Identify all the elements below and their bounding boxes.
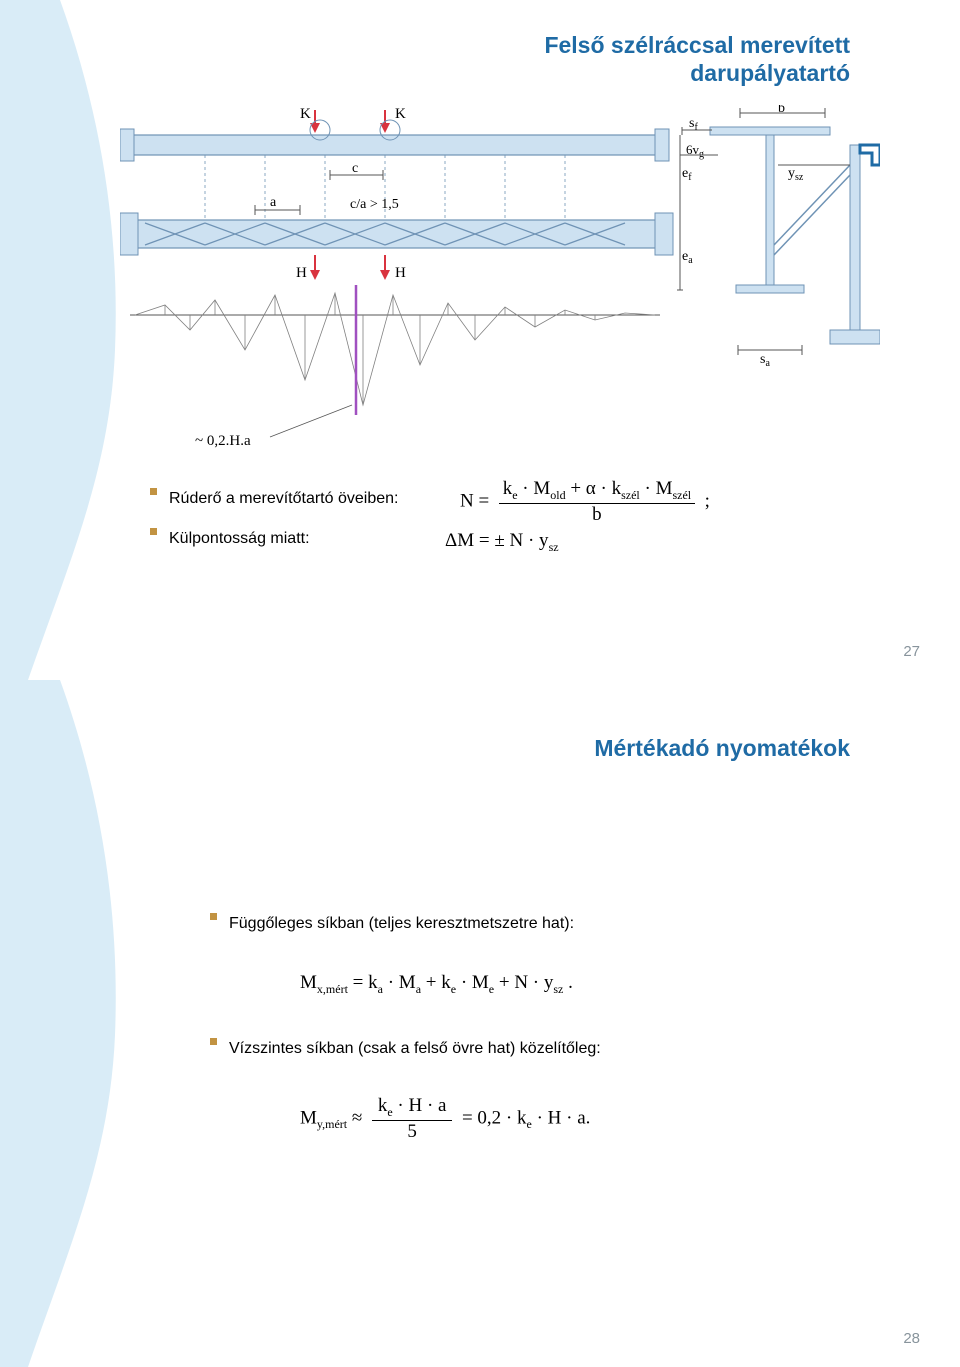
- bg-wave-icon: [0, 680, 150, 1367]
- slide1-bullet-1: Rúderő a merevítőtartó öveiben:: [150, 490, 398, 508]
- page-number-27: 27: [903, 643, 920, 660]
- slide2-bullet2-text: Vízszintes síkban (csak a felső övre hat…: [229, 1040, 601, 1058]
- svg-text:b: b: [778, 105, 785, 116]
- slide1-bullet-2: Külpontosság miatt:: [150, 530, 310, 548]
- slide-1: Felső szélráccsal merevített darupályata…: [0, 0, 960, 680]
- svg-text:H: H: [296, 265, 307, 281]
- formula-Mx: Mx,mért = ka · Ma + ke · Me + N · ysz .: [300, 972, 573, 997]
- page-number-28: 28: [903, 1330, 920, 1347]
- slide2-title: Mértékadó nyomatékok: [594, 735, 850, 762]
- svg-text:c: c: [352, 161, 358, 176]
- slide2-bullet-2: Vízszintes síkban (csak a felső övre hat…: [210, 1040, 601, 1058]
- slide2-bullet-1: Függőleges síkban (teljes keresztmetszet…: [210, 915, 574, 933]
- svg-text:ea: ea: [682, 249, 693, 266]
- svg-text:sa: sa: [760, 352, 770, 369]
- formula-dM: ΔM = ± N · ysz: [445, 530, 559, 555]
- slide2-bullet1-text: Függőleges síkban (teljes keresztmetszet…: [229, 915, 574, 933]
- slide1-bullet1-text: Rúderő a merevítőtartó öveiben:: [169, 490, 398, 508]
- crane-girder-diagram: K K c: [120, 105, 880, 465]
- svg-text:~ 0,2.H.a: ~ 0,2.H.a: [195, 433, 251, 449]
- bullet-icon: [150, 528, 157, 535]
- bullet-icon: [150, 488, 157, 495]
- slide1-title: Felső szélráccsal merevített darupályata…: [544, 32, 850, 87]
- bullet-icon: [210, 913, 217, 920]
- svg-text:K: K: [300, 106, 311, 122]
- svg-text:a: a: [270, 195, 277, 210]
- svg-text:H: H: [395, 265, 406, 281]
- slide1-title-line2: darupályatartó: [690, 60, 850, 86]
- svg-text:ef: ef: [682, 166, 692, 183]
- svg-text:6vg: 6vg: [686, 142, 704, 160]
- slide1-title-line1: Felső szélráccsal merevített: [544, 32, 850, 58]
- svg-text:sf: sf: [689, 116, 698, 133]
- formula-N: N = ke · Mold + α · kszél · Mszél b ;: [460, 478, 710, 526]
- svg-text:c/a > 1,5: c/a > 1,5: [350, 197, 399, 212]
- formula-My: My,mért ≈ ke · H · a 5 = 0,2 · ke · H · …: [300, 1095, 590, 1143]
- svg-text:ysz: ysz: [788, 166, 804, 183]
- slide-2: Mértékadó nyomatékok Függőleges síkban (…: [0, 680, 960, 1367]
- bullet-icon: [210, 1038, 217, 1045]
- slide1-bullet2-text: Külpontosság miatt:: [169, 530, 310, 548]
- svg-text:K: K: [395, 106, 406, 122]
